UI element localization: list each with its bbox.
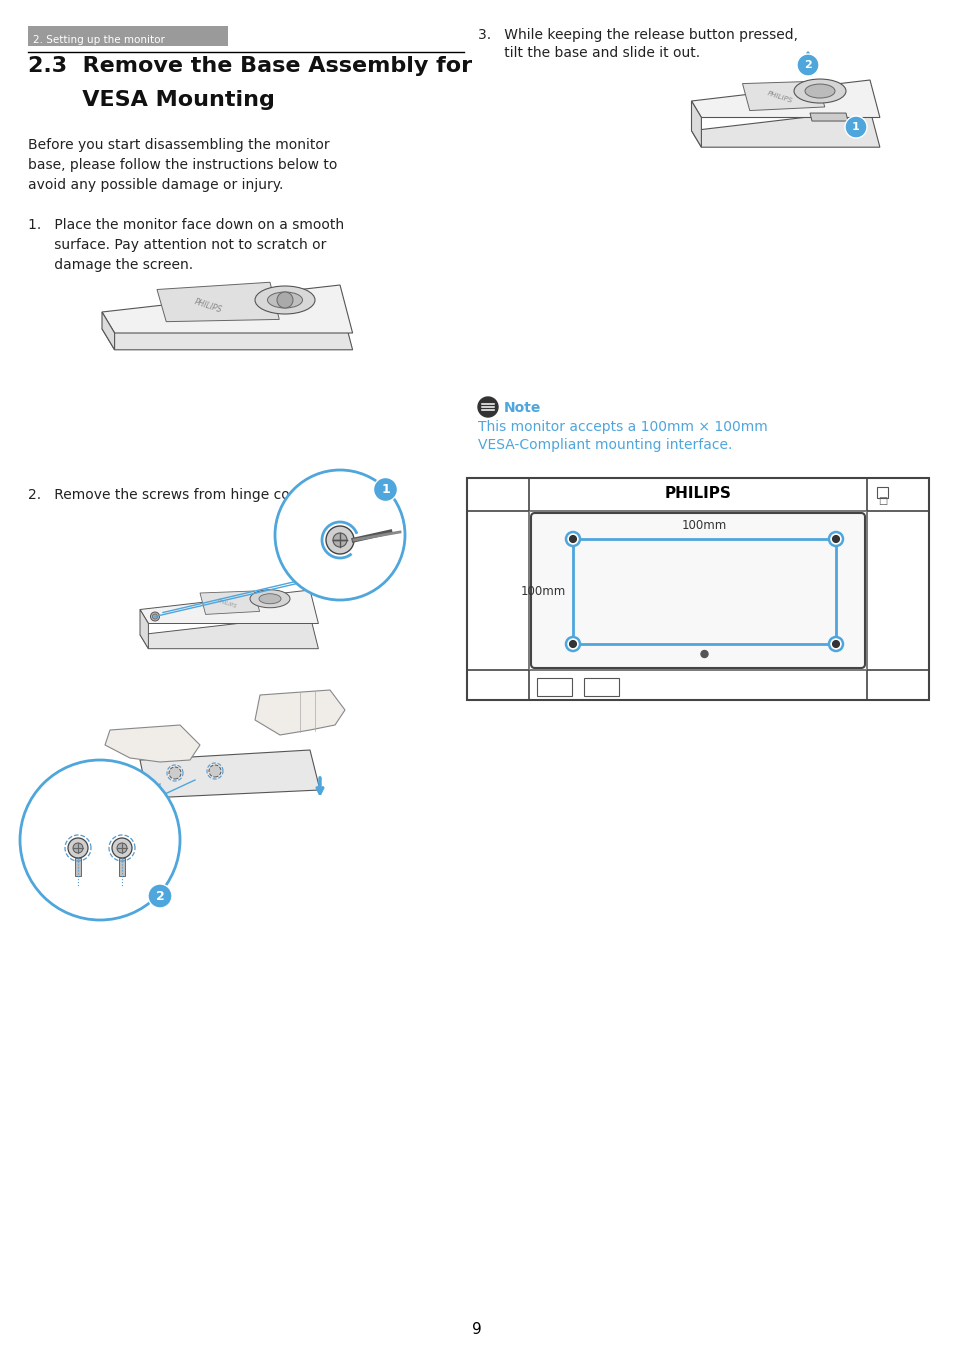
Text: 9: 9 [472, 1323, 481, 1338]
Circle shape [152, 614, 157, 620]
Polygon shape [140, 616, 318, 649]
Circle shape [565, 637, 579, 651]
Text: 1.   Place the monitor face down on a smooth
      surface. Pay attention not to: 1. Place the monitor face down on a smoo… [28, 217, 344, 273]
Polygon shape [102, 302, 353, 350]
Circle shape [374, 478, 397, 501]
Text: This monitor accepts a 100mm × 100mm: This monitor accepts a 100mm × 100mm [477, 420, 767, 433]
Text: 2: 2 [155, 890, 164, 903]
Circle shape [844, 116, 866, 138]
Polygon shape [140, 609, 149, 649]
Circle shape [828, 637, 842, 651]
Ellipse shape [254, 286, 314, 315]
Bar [876, 487, 887, 498]
Text: □: □ [877, 495, 886, 506]
FancyBboxPatch shape [531, 513, 864, 668]
Ellipse shape [258, 594, 281, 603]
Text: 100mm: 100mm [520, 585, 565, 598]
Polygon shape [200, 591, 259, 614]
Polygon shape [105, 725, 200, 761]
Ellipse shape [793, 80, 845, 103]
Bar [119, 859, 125, 876]
Circle shape [209, 765, 221, 778]
Polygon shape [691, 80, 879, 117]
Polygon shape [809, 113, 847, 122]
Text: 2.3  Remove the Base Assembly for: 2.3 Remove the Base Assembly for [28, 55, 472, 76]
Circle shape [477, 397, 497, 417]
Polygon shape [254, 690, 345, 734]
Text: Note: Note [503, 401, 540, 414]
Ellipse shape [804, 84, 834, 99]
Circle shape [565, 532, 579, 545]
Text: 1: 1 [381, 483, 390, 495]
Polygon shape [691, 109, 879, 147]
Circle shape [117, 842, 127, 853]
Text: PHILIPS: PHILIPS [193, 297, 223, 315]
Bar [467, 478, 928, 701]
Text: tilt the base and slide it out.: tilt the base and slide it out. [477, 46, 700, 59]
Bar [75, 859, 81, 876]
Bar [537, 678, 572, 697]
Text: 1: 1 [851, 122, 859, 132]
Circle shape [700, 651, 707, 657]
Circle shape [276, 292, 293, 308]
Ellipse shape [250, 590, 290, 608]
Polygon shape [741, 81, 824, 111]
Text: 2. Setting up the monitor: 2. Setting up the monitor [33, 35, 165, 45]
Circle shape [326, 526, 354, 554]
Polygon shape [102, 312, 114, 350]
Text: 2.   Remove the screws from hinge cover.: 2. Remove the screws from hinge cover. [28, 487, 315, 502]
Ellipse shape [267, 292, 302, 308]
Circle shape [73, 842, 83, 853]
Polygon shape [140, 751, 319, 798]
Text: PHILIPS: PHILIPS [664, 486, 731, 501]
Polygon shape [691, 101, 700, 147]
Text: 2: 2 [803, 59, 811, 70]
Text: Before you start disassembling the monitor
base, please follow the instructions : Before you start disassembling the monit… [28, 138, 337, 192]
Circle shape [832, 640, 839, 648]
Circle shape [20, 760, 180, 919]
Circle shape [828, 532, 842, 545]
Text: 100mm: 100mm [681, 518, 726, 532]
Polygon shape [140, 590, 318, 624]
Polygon shape [102, 285, 353, 333]
Circle shape [148, 884, 172, 909]
Circle shape [169, 767, 181, 779]
Text: VESA-Compliant mounting interface.: VESA-Compliant mounting interface. [477, 437, 732, 452]
Circle shape [333, 533, 347, 547]
Circle shape [68, 838, 88, 859]
Polygon shape [157, 282, 279, 321]
Text: PHILIPS: PHILIPS [216, 598, 237, 609]
Text: PHILIPS: PHILIPS [765, 90, 793, 104]
Text: 3.   While keeping the release button pressed,: 3. While keeping the release button pres… [477, 28, 797, 42]
Circle shape [274, 470, 405, 599]
Circle shape [832, 536, 839, 543]
Circle shape [112, 838, 132, 859]
Circle shape [151, 612, 159, 621]
Bar [28, 26, 228, 46]
Bar [583, 678, 618, 697]
Circle shape [569, 536, 576, 543]
Circle shape [796, 54, 818, 76]
Text: VESA Mounting: VESA Mounting [28, 90, 274, 109]
Circle shape [569, 640, 576, 648]
